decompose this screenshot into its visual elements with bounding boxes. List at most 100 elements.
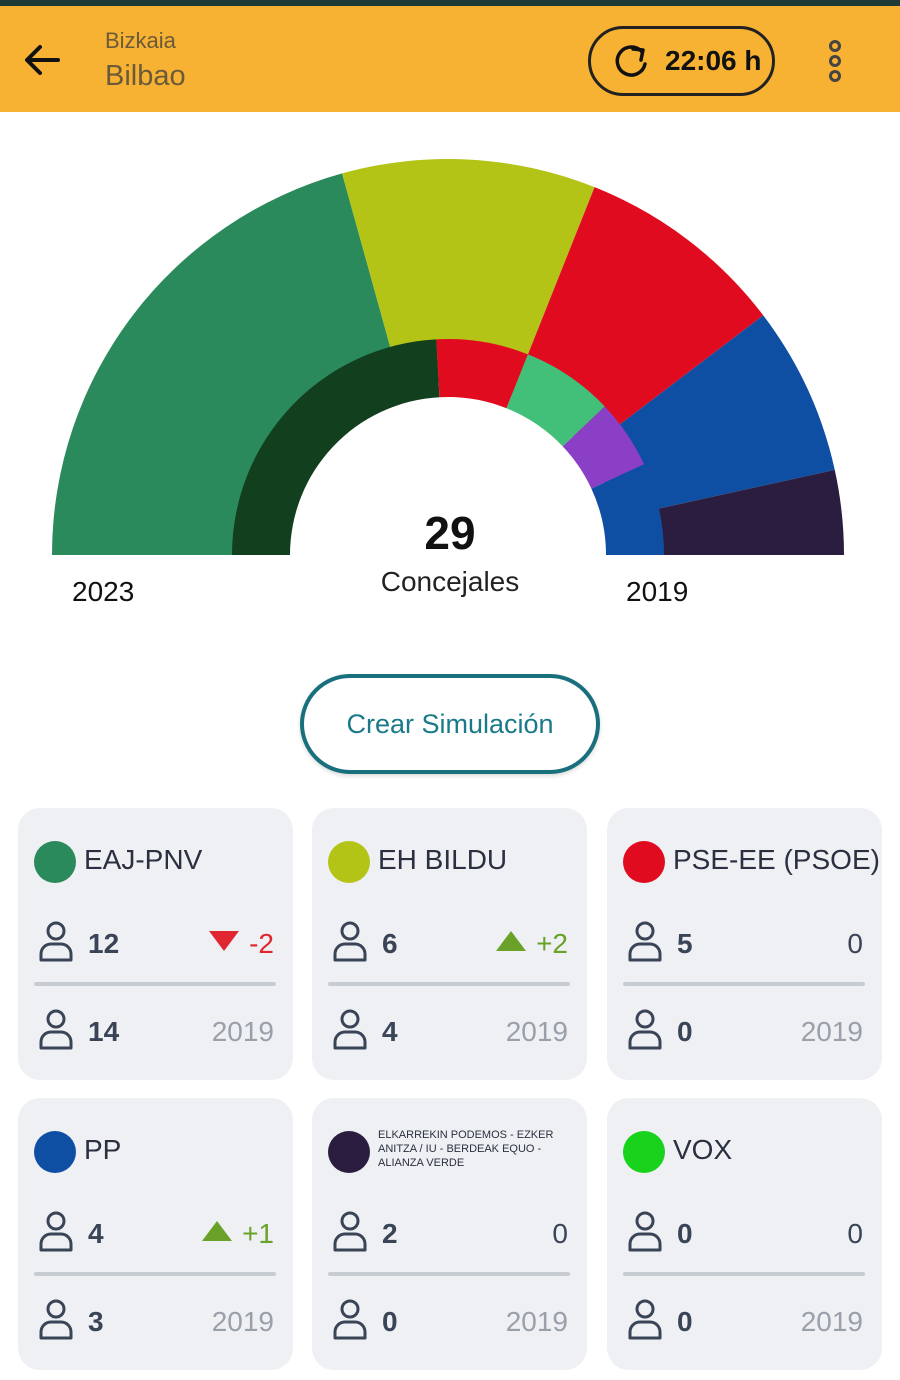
- seats-2019-row: 0 2019: [332, 1298, 568, 1342]
- chart-slice-2023: [584, 315, 835, 519]
- seats-chart: [52, 159, 844, 555]
- seat-change-value: 0: [552, 1218, 568, 1249]
- seats-2019: 14: [88, 1016, 120, 1047]
- seat-change: 0: [847, 1218, 863, 1250]
- party-color-dot: [34, 1131, 76, 1173]
- seat-change: -2: [209, 928, 274, 960]
- seats-2019-row: 4 2019: [332, 1008, 568, 1052]
- previous-year: 2019: [800, 1016, 863, 1047]
- party-card[interactable]: EH BILDU 6 +2 4 2019: [312, 808, 587, 1080]
- seat-change-value: 0: [847, 928, 863, 959]
- seat-change: +2: [496, 928, 568, 960]
- previous-year: 2019: [800, 1306, 863, 1337]
- party-name: PP: [84, 1134, 122, 1165]
- seats-2019: 0: [677, 1306, 693, 1337]
- chart-slice-2019: [506, 354, 605, 447]
- person-icon: [627, 1210, 663, 1252]
- person-icon: [332, 920, 368, 962]
- seats-2023: 12: [88, 928, 120, 959]
- seats-2019-row: 0 2019: [627, 1298, 863, 1342]
- party-color-dot: [328, 1131, 370, 1173]
- city-title: Bilbao: [105, 60, 186, 92]
- update-time: 22:06 h: [665, 45, 762, 76]
- refresh-button[interactable]: 22:06 h: [588, 26, 775, 96]
- seat-change-value: +1: [242, 1218, 274, 1249]
- seats-2023: 2: [382, 1218, 398, 1249]
- seats-2019-row: 0 2019: [627, 1008, 863, 1052]
- person-icon: [627, 1298, 663, 1340]
- divider: [623, 982, 865, 986]
- chart-slice-2023: [615, 469, 844, 555]
- divider: [34, 982, 276, 986]
- seat-change: 0: [552, 1218, 568, 1250]
- region-label: Bizkaia: [105, 28, 176, 53]
- party-name: VOX: [673, 1134, 733, 1165]
- seats-2019-row: 14 2019: [38, 1008, 274, 1052]
- person-icon: [38, 1298, 74, 1340]
- chart-slice-2023: [52, 173, 402, 555]
- party-name: PSE-EE (PSOE): [673, 844, 880, 875]
- person-icon: [332, 1008, 368, 1050]
- party-name: EH BILDU: [378, 844, 508, 875]
- party-card[interactable]: VOX 0 0 0 2019: [607, 1098, 882, 1370]
- previous-year: 2019: [505, 1016, 568, 1047]
- total-seats: 29: [424, 507, 476, 559]
- refresh-icon: [615, 45, 647, 77]
- seats-2019-row: 3 2019: [38, 1298, 274, 1342]
- person-icon: [627, 1008, 663, 1050]
- person-icon: [38, 920, 74, 962]
- previous-year: 2019: [211, 1016, 274, 1047]
- divider: [328, 1272, 570, 1276]
- party-card[interactable]: EAJ-PNV 12 -2 14 2019: [18, 808, 293, 1080]
- seats-2023-row: 6 +2: [332, 920, 568, 964]
- seats-2023: 4: [88, 1218, 104, 1249]
- arrow-up-icon: [496, 931, 527, 951]
- seat-change-value: -2: [249, 928, 274, 959]
- divider: [623, 1272, 865, 1276]
- person-icon: [627, 920, 663, 962]
- seats-2019: 3: [88, 1306, 104, 1337]
- total-seats-label: Concejales: [380, 566, 520, 597]
- seat-change: 0: [847, 928, 863, 960]
- party-color-dot: [328, 841, 370, 883]
- previous-year: 2019: [211, 1306, 274, 1337]
- seats-2019: 0: [382, 1306, 398, 1337]
- party-name: ELKARREKIN PODEMOS - EZKER ANITZA / IU -…: [378, 1129, 554, 1169]
- more-options-icon[interactable]: [820, 36, 850, 86]
- previous-year: 2019: [505, 1306, 568, 1337]
- person-icon: [332, 1298, 368, 1340]
- seat-change: +1: [202, 1218, 274, 1250]
- seats-2023-row: 4 +1: [38, 1210, 274, 1254]
- seats-2019: 4: [382, 1016, 398, 1047]
- person-icon: [38, 1210, 74, 1252]
- chart-slice-2019: [232, 339, 440, 555]
- party-card[interactable]: ELKARREKIN PODEMOS - EZKER ANITZA / IU -…: [312, 1098, 587, 1370]
- seats-2019: 0: [677, 1016, 693, 1047]
- status-bar: [0, 0, 900, 6]
- party-color-dot: [623, 1131, 665, 1173]
- seats-2023-row: 12 -2: [38, 920, 274, 964]
- seats-2023: 0: [677, 1218, 693, 1249]
- arrow-up-icon: [202, 1221, 233, 1241]
- person-icon: [332, 1210, 368, 1252]
- person-icon: [38, 1008, 74, 1050]
- party-card[interactable]: PSE-EE (PSOE) 5 0 0 2019: [607, 808, 882, 1080]
- party-card[interactable]: PP 4 +1 3 2019: [18, 1098, 293, 1370]
- back-arrow-icon[interactable]: [22, 40, 62, 80]
- seats-2023: 6: [382, 928, 398, 959]
- divider: [328, 982, 570, 986]
- arrow-down-icon: [209, 931, 240, 951]
- party-color-dot: [34, 841, 76, 883]
- divider: [34, 1272, 276, 1276]
- party-color-dot: [623, 841, 665, 883]
- inner-ring-year: 2019: [626, 576, 689, 607]
- chart-slice-2023: [342, 159, 595, 396]
- app-bar: Bizkaia Bilbao 22:06 h: [0, 6, 900, 112]
- chart-slice-2019: [562, 406, 645, 489]
- seats-2023: 5: [677, 928, 693, 959]
- seat-change-value: +2: [536, 928, 568, 959]
- create-simulation-button[interactable]: Crear Simulación: [300, 674, 600, 774]
